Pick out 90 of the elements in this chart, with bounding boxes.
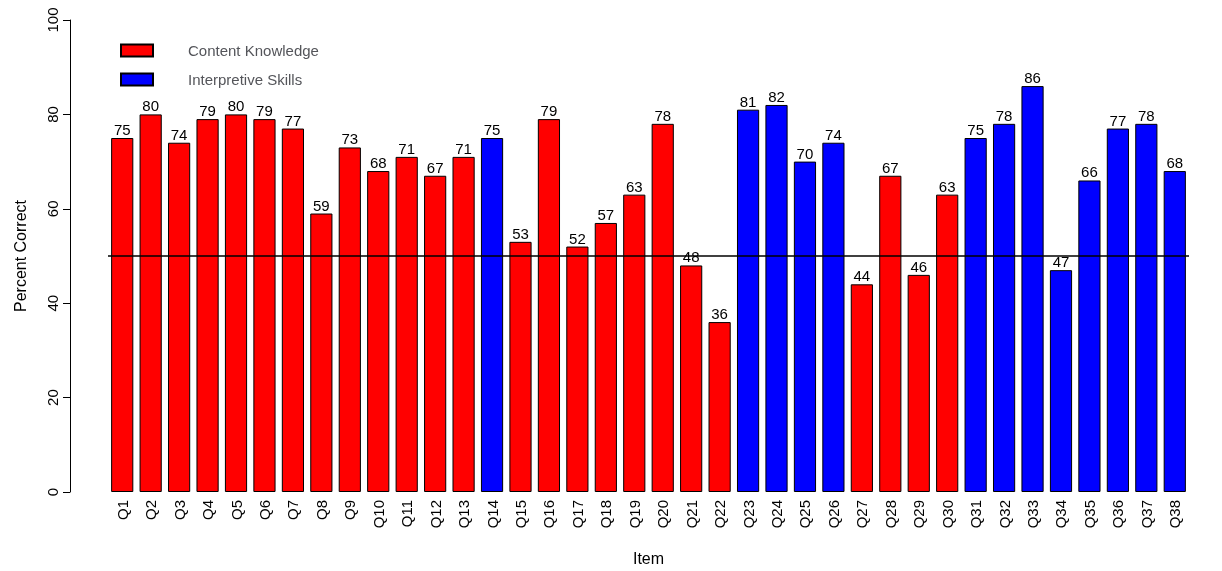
- x-tick-label: Q25: [796, 500, 814, 529]
- data-label: 63: [625, 177, 643, 195]
- data-label: 79: [540, 102, 558, 120]
- x-tick-label: Q26: [824, 500, 842, 529]
- data-label: 75: [113, 121, 131, 138]
- bar: [907, 274, 930, 492]
- y-tick-label: 40: [44, 294, 61, 312]
- data-label: 78: [654, 106, 672, 124]
- x-tick-label: Q36: [1109, 500, 1127, 529]
- y-tick-label: 80: [44, 106, 61, 123]
- data-label: 80: [142, 97, 160, 115]
- data-label: 81: [739, 92, 757, 110]
- x-tick-label: Q6: [255, 500, 273, 521]
- data-label: 63: [938, 177, 956, 195]
- data-label: 36: [711, 305, 728, 323]
- x-tick-label: Q4: [199, 500, 217, 521]
- x-tick-label: Q8: [312, 500, 330, 521]
- bar: [680, 265, 703, 492]
- x-tick-label: Q28: [881, 500, 899, 529]
- data-label: 75: [483, 121, 501, 138]
- x-tick-label: Q22: [711, 500, 729, 529]
- x-tick-label: Q24: [768, 500, 786, 529]
- x-tick-label: Q23: [739, 500, 757, 529]
- bar: [850, 284, 873, 492]
- y-tick-label: 0: [44, 487, 61, 497]
- x-tick-label: Q29: [910, 500, 928, 529]
- legend-label: Interpretive Skills: [188, 71, 303, 88]
- x-tick-label: Q34: [1052, 500, 1070, 529]
- x-tick-label: Q11: [398, 500, 416, 528]
- data-label: 86: [1024, 69, 1041, 87]
- data-label: 67: [426, 158, 444, 176]
- data-label: 66: [1081, 163, 1098, 181]
- data-label: 82: [768, 87, 785, 105]
- y-tick-label: 60: [44, 200, 61, 218]
- x-tick-label: Q32: [995, 500, 1013, 529]
- data-label: 79: [199, 102, 216, 120]
- x-axis-title: Item: [632, 549, 665, 567]
- y-tick-label: 20: [44, 389, 61, 406]
- data-label: 78: [1137, 106, 1155, 124]
- x-tick-label: Q9: [341, 500, 359, 521]
- x-tick-label: Q19: [625, 500, 643, 529]
- data-label: 52: [569, 229, 586, 247]
- data-label: 47: [1052, 253, 1070, 271]
- data-label: 74: [825, 125, 842, 143]
- x-tick-label: Q18: [597, 500, 615, 529]
- y-tick-label: 100: [44, 7, 61, 33]
- x-tick-label: Q37: [1137, 500, 1155, 529]
- x-tick-label: Q12: [426, 500, 444, 529]
- data-label: 59: [313, 196, 330, 214]
- data-label: 46: [910, 257, 928, 275]
- x-tick-label: Q2: [142, 500, 160, 521]
- x-tick-label: Q5: [227, 500, 245, 521]
- data-label: 77: [284, 111, 302, 129]
- data-label: 74: [170, 125, 188, 143]
- x-tick-label: Q3: [170, 500, 188, 521]
- x-tick-label: Q13: [455, 500, 473, 529]
- x-tick-label: Q27: [853, 500, 871, 529]
- data-label: 73: [341, 130, 359, 148]
- data-label: 79: [256, 102, 273, 120]
- data-label: 80: [227, 97, 245, 115]
- data-label: 70: [796, 144, 814, 162]
- bar: [1049, 270, 1073, 492]
- data-label: 67: [881, 158, 899, 176]
- data-label: 78: [995, 106, 1013, 124]
- data-label: 68: [1166, 154, 1184, 172]
- x-tick-label: Q17: [568, 500, 586, 529]
- x-tick-label: Q21: [682, 500, 700, 529]
- legend-label: Content Knowledge: [188, 42, 319, 59]
- bar: [708, 322, 731, 492]
- data-label: 71: [398, 139, 416, 157]
- data-label: 57: [597, 205, 615, 223]
- data-label: 68: [369, 154, 387, 172]
- x-tick-label: Q30: [938, 500, 956, 529]
- x-tick-label: Q16: [540, 500, 558, 529]
- x-tick-label: Q15: [511, 500, 529, 529]
- data-label: 77: [1109, 111, 1127, 129]
- data-label: 53: [512, 224, 529, 242]
- x-tick-label: Q1: [113, 500, 131, 521]
- x-tick-label: Q20: [654, 500, 672, 529]
- data-label: 75: [967, 121, 984, 138]
- x-tick-label: Q7: [284, 500, 302, 521]
- y-axis-title: Percent Correct: [11, 199, 29, 313]
- x-tick-label: Q31: [967, 500, 985, 529]
- x-tick-label: Q10: [369, 500, 387, 529]
- x-tick-label: Q35: [1080, 500, 1098, 529]
- x-tick-label: Q38: [1166, 500, 1184, 529]
- x-tick-label: Q33: [1024, 500, 1042, 529]
- data-label: 44: [853, 267, 871, 285]
- data-label: 71: [455, 139, 472, 157]
- x-tick-label: Q14: [483, 500, 501, 529]
